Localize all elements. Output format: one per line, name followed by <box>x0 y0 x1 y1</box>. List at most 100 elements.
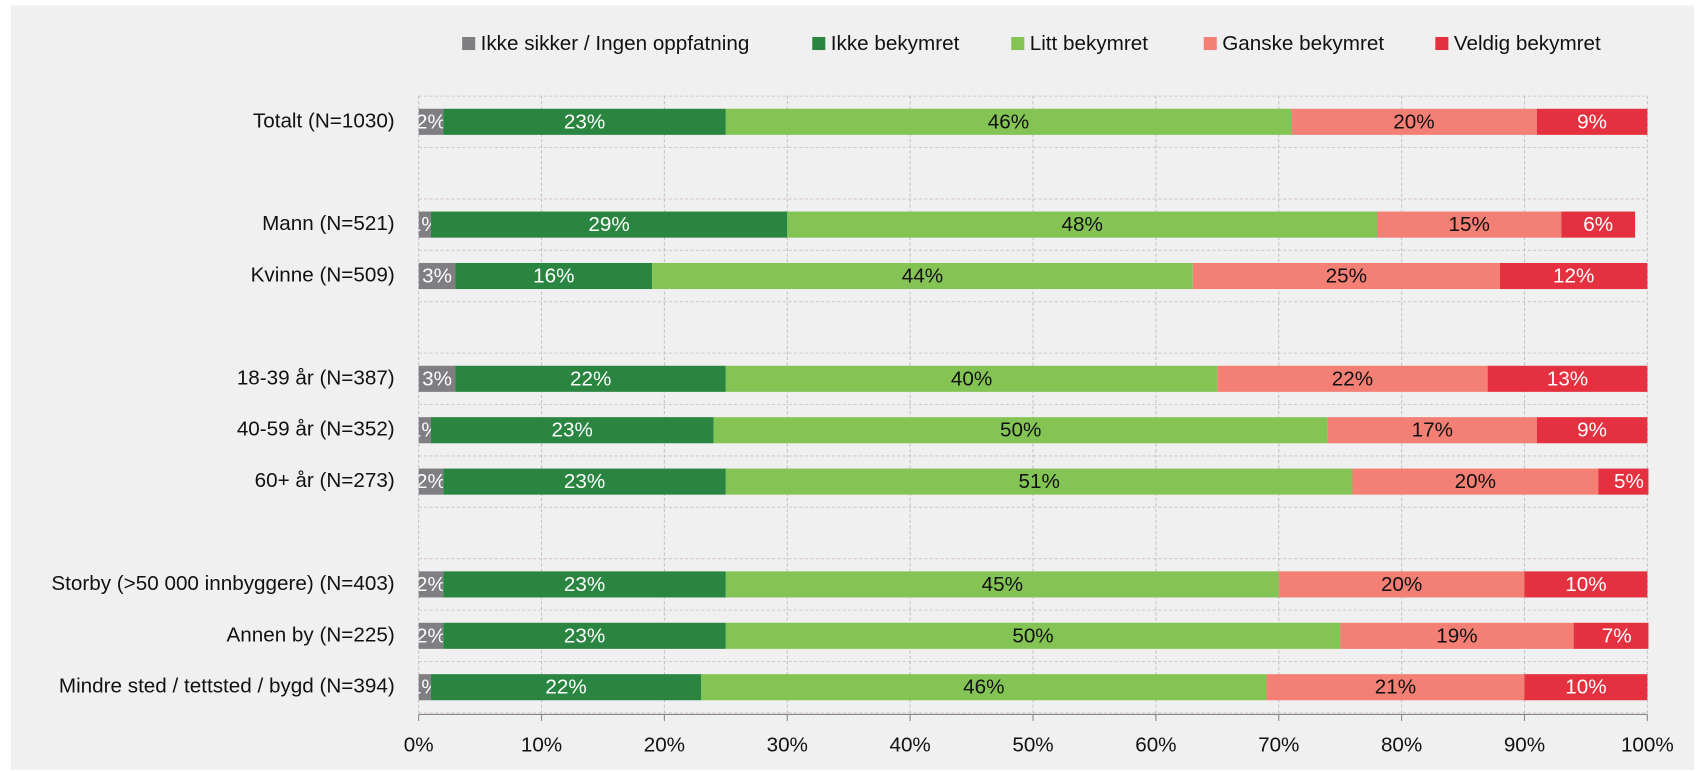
data-label: 46% <box>963 676 1004 699</box>
bar-segment <box>725 622 1341 649</box>
data-label: 13% <box>1547 367 1588 390</box>
bar-segment <box>725 365 1218 392</box>
bar-segment <box>652 262 1193 290</box>
bar-segment <box>1377 211 1562 238</box>
x-tick-label: 30% <box>767 733 808 756</box>
bar-segment <box>418 108 444 135</box>
data-label: 23% <box>564 470 605 493</box>
x-tick-label: 60% <box>1135 733 1176 756</box>
bar-segment <box>430 674 702 701</box>
data-label: 16% <box>533 265 574 288</box>
bar-segment <box>418 622 444 649</box>
category-label: Mann (N=521) <box>262 212 395 235</box>
bar-segment <box>418 571 444 598</box>
x-tick-label: 100% <box>1621 733 1674 756</box>
bar-segment <box>713 417 1328 444</box>
x-tick-label: 10% <box>521 733 562 756</box>
data-label: 50% <box>1012 624 1053 647</box>
x-tick-label: 0% <box>404 733 434 756</box>
legend-swatch <box>812 36 826 51</box>
bar-segment <box>1598 468 1649 495</box>
bar-segment <box>455 262 653 290</box>
data-label: 40% <box>951 367 992 390</box>
category-label: Mindre sted / tettsted / bygd (N=394) <box>59 675 395 698</box>
category-label: 60+ år (N=273) <box>255 469 395 492</box>
data-label: 2% <box>416 110 446 133</box>
data-label: 22% <box>570 367 611 390</box>
bar-segment <box>443 622 726 649</box>
bar-segment <box>430 417 714 444</box>
bar-segment <box>1278 571 1525 598</box>
data-label: 2% <box>416 470 446 493</box>
bar-segment <box>455 365 726 392</box>
bar-segment <box>443 108 726 135</box>
data-label: 9% <box>1577 419 1607 442</box>
category-label: Storby (>50 000 innbyggere) (N=403) <box>51 572 394 595</box>
data-label: 46% <box>988 110 1029 133</box>
data-label: 45% <box>982 573 1023 596</box>
bar-segment <box>418 365 456 392</box>
data-label: 20% <box>1381 573 1422 596</box>
bar-segment <box>725 108 1292 135</box>
data-label: 1% <box>410 676 440 699</box>
data-label: 9% <box>1577 110 1607 133</box>
bar-segment <box>1266 674 1525 701</box>
bar-segment <box>1291 108 1537 135</box>
data-label: 6% <box>1583 213 1613 236</box>
legend-swatch <box>1203 36 1217 51</box>
legend-swatch <box>1435 36 1449 51</box>
legend-swatch <box>1011 36 1025 51</box>
bar-segment <box>430 211 788 238</box>
data-label: 22% <box>1332 367 1373 390</box>
bar-segment <box>443 468 726 495</box>
data-label: 7% <box>1602 624 1632 647</box>
bars: 2% 23% 46% 20% 9% 1% 29% 48% 15% 6% 3% 16% 44% 25% 12%… <box>410 108 1649 701</box>
bar-segment <box>1217 365 1488 392</box>
bar-segment <box>787 211 1378 238</box>
data-label: 2% <box>416 624 446 647</box>
x-tick-label: 50% <box>1012 733 1053 756</box>
legend-swatch <box>462 36 476 51</box>
data-label: 3% <box>422 367 452 390</box>
data-label: 23% <box>564 573 605 596</box>
category-label: 40-59 år (N=352) <box>237 418 395 441</box>
category-label: Kvinne (N=509) <box>251 263 395 286</box>
data-label: 19% <box>1436 624 1477 647</box>
data-label: 2% <box>416 573 446 596</box>
data-label: 15% <box>1449 213 1490 236</box>
bar-segment <box>701 674 1267 701</box>
data-label: 23% <box>552 419 593 442</box>
category-label: Annen by (N=225) <box>226 623 394 646</box>
data-label: 29% <box>588 213 629 236</box>
data-label: 20% <box>1393 110 1434 133</box>
bar-segment <box>418 674 431 701</box>
data-label: 17% <box>1412 419 1453 442</box>
data-label: 3% <box>422 265 452 288</box>
bar-segment <box>725 571 1279 598</box>
bar-segment <box>1524 571 1648 598</box>
x-tick-label: 20% <box>644 733 685 756</box>
data-label: 1% <box>410 213 440 236</box>
bar-segment <box>1327 417 1537 444</box>
bar-segment <box>418 417 431 444</box>
bar-segment <box>443 571 726 598</box>
data-label: 22% <box>545 676 586 699</box>
legend-label: Ganske bekymret <box>1222 32 1384 55</box>
x-tick-label: 80% <box>1381 733 1422 756</box>
bar-segment <box>725 468 1353 495</box>
data-label: 10% <box>1565 573 1606 596</box>
data-label: 48% <box>1061 213 1102 236</box>
data-label: 25% <box>1326 265 1367 288</box>
bar-segment <box>418 262 456 290</box>
data-label: 23% <box>564 110 605 133</box>
bar-segment <box>1192 262 1500 290</box>
category-label: 18-39 år (N=387) <box>237 366 395 389</box>
bar-segment <box>418 211 431 238</box>
bar-segment <box>1524 674 1648 701</box>
legend-label: Litt bekymret <box>1030 32 1148 55</box>
bar-segment <box>1573 622 1649 649</box>
bar-segment <box>418 468 444 495</box>
data-label: 10% <box>1565 676 1606 699</box>
x-tick-label: 70% <box>1258 733 1299 756</box>
